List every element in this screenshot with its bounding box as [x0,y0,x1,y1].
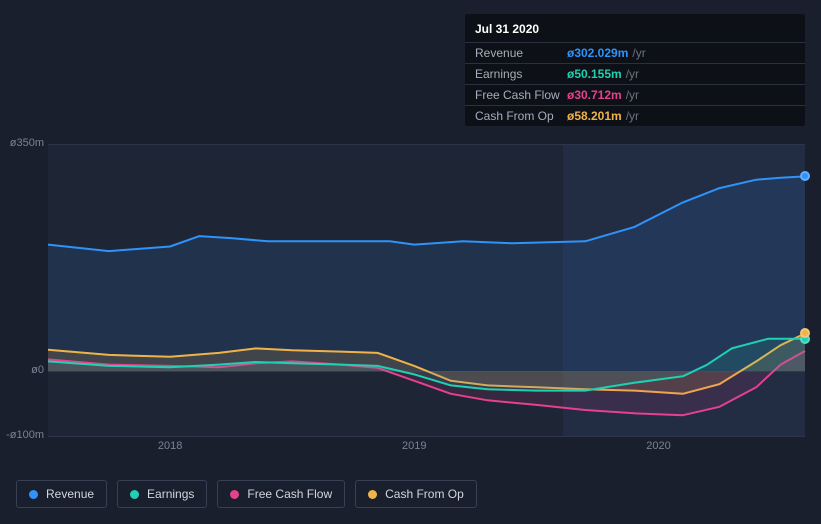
tooltip-row: Free Cash Flowø30.712m/yr [465,84,805,105]
tooltip-metric-unit: /yr [626,67,639,81]
x-tick-label: 2020 [646,440,670,452]
legend-dot-icon [230,490,239,499]
legend-dot-icon [130,490,139,499]
tooltip-date: Jul 31 2020 [465,14,805,42]
tooltip-metric-label: Free Cash Flow [475,88,567,102]
chart-tooltip: Jul 31 2020 Revenueø302.029m/yrEarningsø… [465,14,805,126]
tooltip-metric-value: ø302.029m [567,46,628,60]
x-tick-label: 2018 [158,440,182,452]
legend-label: Earnings [147,487,194,501]
chart-legend: Revenue Earnings Free Cash Flow Cash From O… [16,480,477,508]
tooltip-metric-unit: /yr [626,88,639,102]
series-end-marker-revenue [800,171,810,181]
tooltip-metric-value: ø50.155m [567,67,622,81]
tooltip-metric-label: Revenue [475,46,567,60]
legend-label: Free Cash Flow [247,487,332,501]
legend-label: Revenue [46,487,94,501]
legend-item-revenue[interactable]: Revenue [16,480,107,508]
legend-dot-icon [29,490,38,499]
legend-item-fcf[interactable]: Free Cash Flow [217,480,345,508]
tooltip-metric-unit: /yr [632,46,645,60]
chart-lines [48,144,805,436]
gridline [48,436,805,437]
tooltip-metric-value: ø30.712m [567,88,622,102]
legend-item-earnings[interactable]: Earnings [117,480,207,508]
legend-dot-icon [368,490,377,499]
tooltip-row: Revenueø302.029m/yr [465,42,805,63]
tooltip-metric-label: Earnings [475,67,567,81]
x-tick-label: 2019 [402,440,426,452]
tooltip-row: Earningsø50.155m/yr [465,63,805,84]
series-area-revenue [48,176,805,371]
legend-label: Cash From Op [385,487,464,501]
plot-area[interactable] [16,144,805,436]
legend-item-cashfromop[interactable]: Cash From Op [355,480,477,508]
financial-history-chart: Past ø350mø0-ø100m 201820192020 [16,120,805,460]
